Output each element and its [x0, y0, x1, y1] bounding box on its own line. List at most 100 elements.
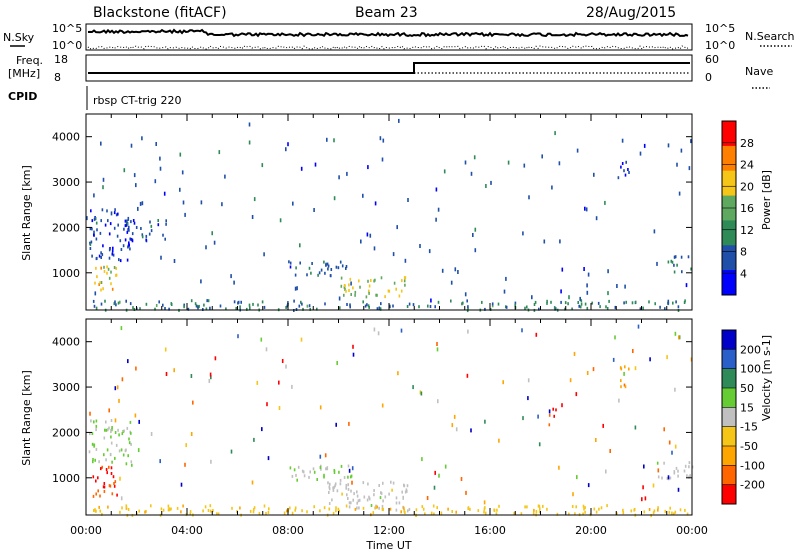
- heatmap-cell: [330, 268, 333, 271]
- nave-tick-low: 0: [705, 71, 712, 84]
- heatmap-cell: [95, 306, 98, 310]
- freq-tick-low: 8: [54, 71, 61, 84]
- heatmap-cell: [210, 459, 212, 464]
- heatmap-cell: [612, 357, 615, 362]
- heatmap-cell: [327, 264, 330, 268]
- heatmap-cell: [126, 222, 129, 226]
- heatmap-cell: [593, 507, 596, 511]
- nave-label: Nave: [745, 65, 773, 78]
- heatmap-cell: [100, 256, 102, 259]
- heatmap-cell: [571, 307, 573, 311]
- heatmap-cell: [443, 169, 446, 174]
- heatmap-cell: [341, 264, 344, 268]
- heatmap-cell: [406, 305, 409, 308]
- heatmap-cell: [91, 254, 93, 258]
- heatmap-cell: [339, 482, 342, 486]
- colorbar-tick-label: 50: [740, 382, 754, 395]
- heatmap-cell: [657, 468, 660, 473]
- heatmap-cell: [554, 307, 556, 311]
- heatmap-cell: [289, 506, 291, 510]
- heatmap-cell: [114, 456, 116, 460]
- heatmap-cell: [395, 501, 398, 505]
- heatmap-cell: [125, 299, 127, 303]
- heatmap-cell: [130, 237, 133, 241]
- heatmap-cell: [344, 287, 346, 291]
- heatmap-cell: [419, 244, 421, 248]
- heatmap-cell: [376, 293, 378, 297]
- heatmap-cell: [430, 298, 432, 303]
- heatmap-cell: [128, 441, 131, 445]
- heatmap-cell: [99, 509, 102, 513]
- heatmap-cell: [677, 305, 680, 309]
- heatmap-cell: [370, 279, 372, 282]
- heatmap-cell: [204, 505, 207, 509]
- heatmap-cell: [285, 147, 287, 152]
- heatmap-cell: [346, 303, 348, 306]
- heatmap-cell: [684, 508, 686, 512]
- heatmap-cell: [664, 307, 666, 311]
- colorbar-swatch: [722, 220, 736, 246]
- heatmap-cell: [320, 467, 322, 471]
- heatmap-cell: [108, 248, 111, 252]
- heatmap-cell: [181, 170, 184, 175]
- heatmap-cell: [90, 419, 92, 423]
- heatmap-cell: [128, 241, 130, 245]
- heatmap-cell: [108, 426, 110, 430]
- heatmap-cell: [553, 414, 555, 418]
- heatmap-cell: [293, 299, 295, 303]
- colorbar-tick-label: 15: [740, 401, 754, 414]
- heatmap-cell: [200, 200, 203, 205]
- heatmap-cell: [671, 511, 673, 515]
- heatmap-cell: [209, 504, 212, 508]
- heatmap-cell: [114, 418, 117, 423]
- heatmap-cell: [534, 300, 537, 304]
- heatmap-cell: [377, 331, 380, 336]
- heatmap-cell: [401, 490, 403, 494]
- heatmap-cell: [498, 504, 500, 508]
- heatmap-cell: [211, 231, 213, 236]
- heatmap-cell: [301, 469, 304, 473]
- heatmap-cell: [302, 470, 305, 474]
- heatmap-cell: [249, 509, 252, 513]
- heatmap-cell: [117, 223, 119, 227]
- heatmap-cell: [592, 367, 595, 372]
- heatmap-cell: [343, 284, 346, 287]
- heatmap-cell: [378, 484, 380, 487]
- heatmap-cell: [92, 458, 94, 461]
- heatmap-cell: [133, 173, 136, 178]
- heatmap-cell: [678, 191, 681, 196]
- heatmap-cell: [182, 200, 185, 205]
- heatmap-cell: [350, 489, 352, 493]
- heatmap-cell: [362, 300, 364, 304]
- heatmap-cell: [202, 509, 204, 513]
- heatmap-cell: [441, 268, 444, 273]
- heatmap-cell: [598, 507, 600, 511]
- heatmap-cell: [233, 300, 236, 304]
- heatmap-cell: [312, 467, 315, 471]
- heatmap-cell: [624, 365, 626, 369]
- velocity-y-axis-label: Slant Range [km]: [20, 370, 33, 466]
- heatmap-cell: [352, 352, 355, 357]
- heatmap-cell: [98, 460, 100, 464]
- heatmap-cell: [198, 304, 200, 308]
- heatmap-cell: [388, 289, 391, 293]
- heatmap-cell: [118, 433, 120, 437]
- heatmap-cell: [430, 511, 433, 515]
- heatmap-cell: [381, 504, 384, 508]
- y-tick-label: 4000: [52, 336, 80, 349]
- heatmap-cell: [437, 399, 439, 404]
- heatmap-cell: [253, 508, 255, 512]
- heatmap-cell: [345, 504, 348, 508]
- heatmap-cell: [117, 301, 120, 305]
- heatmap-cell: [634, 425, 637, 430]
- heatmap-cell: [115, 443, 118, 447]
- heatmap-cell: [316, 307, 318, 311]
- x-tick-label: 00:00: [676, 524, 708, 537]
- heatmap-cell: [218, 150, 221, 155]
- heatmap-cell: [95, 419, 98, 423]
- heatmap-cell: [303, 474, 306, 478]
- heatmap-cell: [360, 239, 362, 244]
- heatmap-cell: [107, 219, 109, 223]
- heatmap-cell: [101, 465, 103, 469]
- power-colorbar-label: Power [dB]: [760, 170, 773, 230]
